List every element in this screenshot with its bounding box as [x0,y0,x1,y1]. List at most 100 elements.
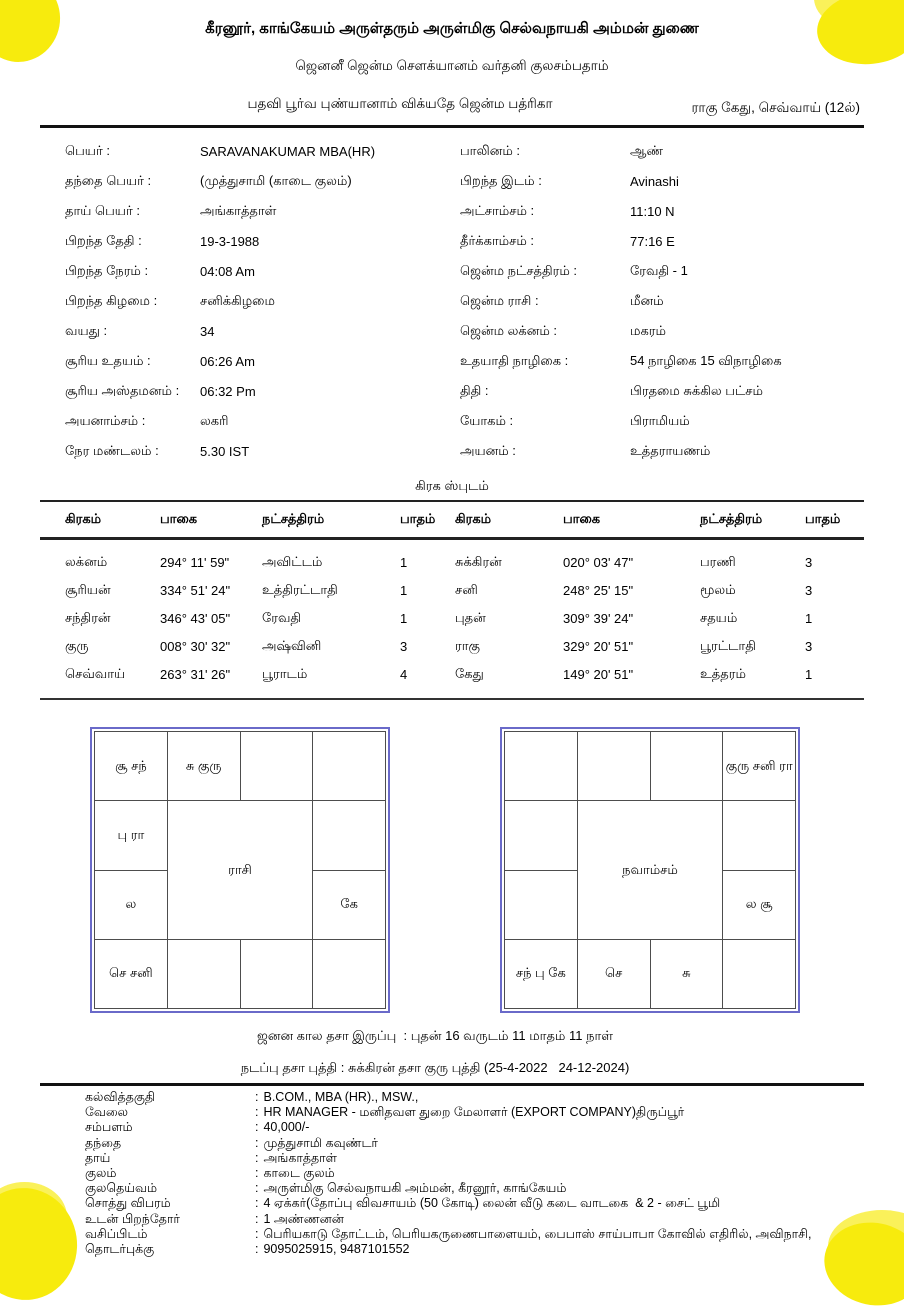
column-header: நட்சத்திரம் [700,511,763,526]
detail-value: உத்தராயணம் [630,442,711,458]
detail-row-name: பெயர் : SARAVANAKUMAR MBA(HR) [65,136,455,166]
biodata-value: 4 ஏக்கர்(தோப்பு விவசாயம் (50 கோடி) லைன் … [263,1196,721,1211]
detail-label: அயனம் : [460,442,516,458]
detail-value: SARAVANAKUMAR MBA(HR) [200,143,376,159]
detail-label: வயது : [65,322,108,338]
detail-value: 5.30 IST [200,443,250,459]
biodata-row-kulam: குலம்: காடை குலம் [85,1166,864,1181]
detail-row-ayanamsam: அயனாம்சம் : லகரி [65,406,455,436]
column-header: கிரகம் [455,511,492,526]
detail-value: ஆண் [630,142,663,158]
detail-label: பிறந்த கிழமை : [65,292,158,308]
table-cell: 1 [805,610,813,626]
detail-row-gender: பாலினம் : ஆண் [460,136,864,166]
detail-label: தீர்க்காம்சம் : [460,232,535,248]
column-header: பாகை [160,511,198,526]
biodata-value: HR MANAGER - மனிதவள துறை மேலாளர் (EXPORT… [263,1105,685,1120]
biodata-section: கல்வித்தகுதி: B.COM., MBA (HR)., MSW., வே… [85,1090,864,1257]
detail-label: ஜென்ம லக்னம் : [460,322,558,338]
chart-cell [505,801,577,870]
biodata-value: முத்துசாமி கவுண்டர் [263,1135,378,1150]
detail-row-birth-rasi: ஜென்ம ராசி : மீனம் [460,286,864,316]
table-cell: பூரட்டாதி [700,637,756,653]
detail-row-father-name: தந்தை பெயர் : (முத்துசாமி (காடை குலம்) [65,166,455,196]
table-cell: அவிட்டம் [262,553,323,569]
detail-row-sunrise: சூரிய உதயம் : 06:26 Am [65,346,455,376]
current-dasa-line: நடப்பு தசா புத்தி : சுக்கிரன் தசா குரு ப… [240,1060,630,1075]
detail-label: தந்தை பெயர் : [65,172,152,188]
detail-label: பெயர் : [65,142,110,158]
table-cell: ராகு [455,637,480,653]
biodata-value: 1 அண்ணனன் [263,1211,344,1226]
biodata-label: உடன் பிறந்தோர் [85,1211,180,1226]
biodata-label: கல்வித்தகுதி [85,1090,156,1104]
chart-cell [577,732,650,801]
biodata-value: காடை குலம் [263,1166,335,1181]
detail-value: மீனம் [630,292,664,308]
column-header: பாகை [563,511,601,526]
detail-row-birth-date: பிறந்த தேதி : 19-3-1988 [65,226,455,256]
detail-label: பாலினம் : [460,142,520,158]
detail-row-mother-name: தாய் பெயர் : அங்காத்தாள் [65,196,455,226]
table-cell: சனி [455,581,478,597]
table-row: குரு 008° 30' 32" அஷ்வினி 3 ராகு 329° 20' 51"… [40,632,864,660]
table-cell: 1 [400,554,408,570]
detail-row-yogam: யோகம் : பிராமியம் [460,406,864,436]
detail-value: பிரதமை சுக்கில பட்சம் [630,382,763,398]
detail-value: (முத்துசாமி (காடை குலம்) [200,172,352,188]
dasa-balance-line: ஜனன கால தசா இருப்பு : புதன் 16 வருடம் 11… [257,1028,613,1043]
biodata-label: குலம் [85,1166,117,1181]
biodata-row-residence: வசிப்பிடம்: பெரியகாடு தோட்டம், பெரியகருணை… [85,1227,864,1242]
chart-cell [505,870,577,939]
biodata-label: சொத்து விபரம் [85,1196,171,1211]
chart-cell [313,732,385,801]
detail-label: நேர மண்டலம் : [65,442,159,458]
biodata-label: தாய் [85,1150,111,1165]
detail-row-lagnam: ஜென்ம லக்னம் : மகரம் [460,316,864,346]
chart-cell [313,801,385,870]
column-header: பாதம் [400,511,436,526]
detail-value: 77:16 E [630,233,675,249]
detail-label: ஜென்ம நட்சத்திரம் : [460,262,578,278]
biodata-separator: : [255,1181,259,1196]
table-cell: 346° 43' 05" [160,610,231,626]
chart-cell: சந் பு கே [505,939,577,1008]
detail-row-thithi: திதி : பிரதமை சுக்கில பட்சம் [460,376,864,406]
table-cell: 3 [805,638,813,654]
biodata-separator: : [255,1211,259,1226]
chart-cell [240,732,313,801]
chart-cell: குரு சனி ரா [723,732,795,801]
header-sloka-line2: பதவி பூர்வ புண்யானாம் விக்யதே ஜென்ம பத்ர… [247,96,553,111]
rasi-chart-grid: சூ சந் சு குரு பு ரா ல கே செ சனி ராசி [94,731,386,1009]
table-cell: 1 [400,582,408,598]
table-cell: ரேவதி [262,609,302,625]
chart-cell: செ சனி [95,939,167,1008]
chart-cell: ல [95,870,167,939]
detail-value: மகரம் [630,322,666,338]
table-cell: 3 [805,554,813,570]
detail-label: ஜென்ம ராசி : [460,292,539,308]
table-row: சந்திரன் 346° 43' 05" ரேவதி 1 புதன் 309° 39' … [40,604,864,632]
table-cell: சூரியன் [65,581,111,597]
chart-cell: சூ சந் [95,732,167,801]
biodata-row-mother: தாய்: அங்காத்தாள் [85,1151,864,1166]
detail-row-longitude: தீர்க்காம்சம் : 77:16 E [460,226,864,256]
detail-row-birth-place: பிறந்த இடம் : Avinashi [460,166,864,196]
chart-cell: செ [577,939,650,1008]
table-cell: 1 [805,666,813,682]
biodata-row-job: வேலை: HR MANAGER - மனிதவள துறை மேலாளர் (E… [85,1105,864,1120]
chart-cell: சு [650,939,723,1008]
biodata-row-family-deity: குலதெய்வம்: அருள்மிகு செல்வநாயகி அம்மன், … [85,1181,864,1196]
table-cell: புதன் [455,609,486,625]
biodata-separator: : [255,1242,259,1257]
detail-label: சூரிய உதயம் : [65,352,151,368]
table-cell: குரு [65,637,89,653]
detail-value: 11:10 N [630,203,675,219]
table-cell: பரணி [700,553,736,569]
detail-value: 04:08 Am [200,263,255,279]
header-blessing-line: கீரனூர், காங்கேயம் அருள்தரும் அருள்மிகு … [205,20,699,37]
detail-row-timezone: நேர மண்டலம் : 5.30 IST [65,436,455,466]
footer-divider [40,1083,864,1086]
detail-label: அயனாம்சம் : [65,412,146,428]
chart-cell [313,939,385,1008]
